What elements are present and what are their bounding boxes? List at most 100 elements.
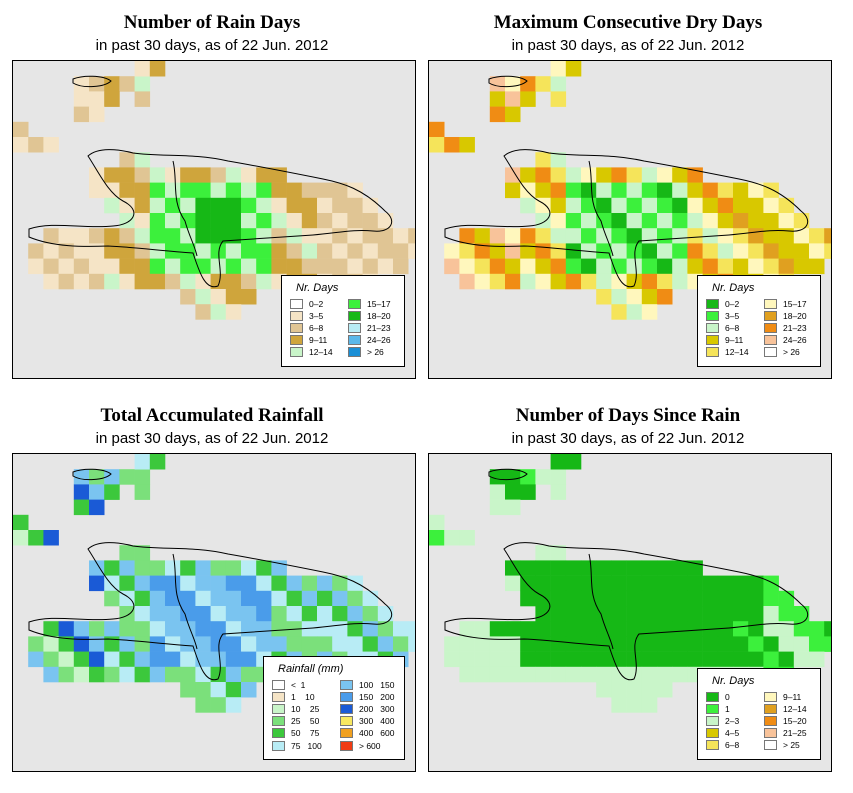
legend-item: 6–8 bbox=[706, 322, 739, 333]
map-cell bbox=[119, 606, 135, 622]
map-cell bbox=[626, 575, 643, 592]
panel-title: Total Accumulated Rainfall bbox=[100, 405, 324, 426]
map-cell bbox=[611, 666, 627, 683]
map-cell bbox=[793, 243, 810, 259]
map-cell bbox=[286, 636, 303, 652]
map-cell bbox=[241, 590, 257, 607]
map-cell bbox=[317, 197, 333, 214]
map-cell bbox=[73, 651, 90, 668]
map-cell bbox=[43, 243, 59, 259]
map-cell bbox=[347, 243, 363, 259]
map-cell bbox=[210, 304, 227, 320]
map-cell bbox=[180, 197, 196, 214]
map-cell bbox=[317, 258, 333, 275]
map-cell bbox=[581, 666, 597, 683]
map-cell bbox=[489, 228, 506, 244]
map-cell bbox=[763, 651, 779, 668]
map-cell bbox=[256, 621, 272, 637]
map-cell bbox=[474, 651, 491, 668]
map-cell bbox=[535, 167, 551, 183]
map-cell bbox=[89, 651, 105, 668]
map-cell bbox=[672, 273, 688, 290]
legend-item: 1 bbox=[706, 703, 730, 714]
map-cell bbox=[687, 651, 703, 668]
map-cell bbox=[657, 590, 673, 607]
map-cell bbox=[596, 213, 612, 229]
legend-swatch bbox=[348, 298, 361, 309]
map-cell bbox=[241, 636, 257, 652]
map-cell bbox=[377, 258, 394, 275]
map-cell bbox=[347, 182, 363, 199]
map-cell bbox=[626, 606, 643, 622]
map-cell bbox=[149, 273, 166, 290]
map-cell bbox=[134, 228, 151, 244]
legend-label: 75 100 bbox=[291, 740, 322, 751]
legend-label: 1 10 bbox=[291, 691, 315, 702]
map-cell bbox=[626, 304, 643, 320]
map-cell bbox=[180, 289, 196, 305]
map-cell bbox=[550, 152, 567, 168]
map-cell bbox=[748, 228, 764, 244]
map-cell bbox=[641, 666, 658, 683]
map-cell bbox=[241, 575, 257, 592]
map-cell bbox=[149, 167, 166, 183]
island-outline bbox=[444, 542, 809, 681]
map-cell bbox=[225, 590, 242, 607]
map-cell bbox=[489, 91, 506, 107]
map-cell bbox=[596, 289, 612, 305]
map-cell bbox=[210, 213, 227, 229]
map-cell bbox=[210, 606, 227, 622]
map-cell bbox=[474, 621, 491, 637]
map-cell bbox=[657, 258, 673, 275]
map-cell bbox=[256, 228, 272, 244]
map-cell bbox=[225, 606, 242, 622]
map-cell bbox=[550, 606, 567, 622]
legend-label: 4–5 bbox=[725, 728, 740, 739]
map-cell bbox=[581, 575, 597, 592]
map-cell bbox=[733, 213, 749, 229]
map-cell bbox=[565, 621, 582, 637]
map-cell bbox=[505, 258, 521, 275]
legend-label: 12–14 bbox=[725, 347, 749, 358]
map-cell bbox=[702, 243, 719, 259]
map-cell bbox=[505, 499, 521, 516]
legend-item: 15–17 bbox=[764, 298, 807, 309]
map-cell bbox=[362, 621, 379, 637]
map-cell bbox=[134, 91, 151, 107]
legend-swatch bbox=[340, 716, 353, 727]
map-cell bbox=[535, 575, 551, 592]
map-cell bbox=[581, 651, 597, 668]
map-cell bbox=[505, 621, 521, 637]
map-cell bbox=[824, 636, 831, 652]
map-cell bbox=[271, 243, 287, 259]
map-cell bbox=[596, 243, 612, 259]
map-cell bbox=[347, 575, 363, 592]
legend-label: 15–20 bbox=[783, 715, 807, 726]
map-cell bbox=[271, 258, 287, 275]
map-cell bbox=[733, 606, 749, 622]
legend-swatch bbox=[272, 691, 285, 702]
map-cell bbox=[13, 137, 29, 153]
legend-label: 9–11 bbox=[725, 335, 744, 346]
map-cell bbox=[210, 621, 227, 637]
map-cell bbox=[408, 636, 415, 652]
map-cell bbox=[793, 258, 810, 275]
map-cell bbox=[195, 228, 211, 244]
map-cell bbox=[520, 636, 536, 652]
map-cell bbox=[489, 258, 506, 275]
legend-swatch bbox=[764, 310, 777, 321]
map-cell bbox=[596, 273, 612, 290]
map-cell bbox=[672, 606, 688, 622]
map-cell bbox=[271, 636, 287, 652]
map-cell bbox=[134, 621, 151, 637]
map-cell bbox=[241, 560, 257, 576]
map-cell bbox=[165, 666, 181, 683]
map-cell bbox=[672, 560, 688, 576]
map-cell bbox=[58, 228, 75, 244]
legend-dry-days: Nr. Days 0–2 3–5 6–8 9–11 12–14 15–17 18–20 21–… bbox=[697, 275, 821, 367]
map-cell bbox=[581, 621, 597, 637]
map-cell bbox=[225, 167, 242, 183]
map-cell bbox=[104, 651, 120, 668]
map-cell bbox=[362, 213, 379, 229]
